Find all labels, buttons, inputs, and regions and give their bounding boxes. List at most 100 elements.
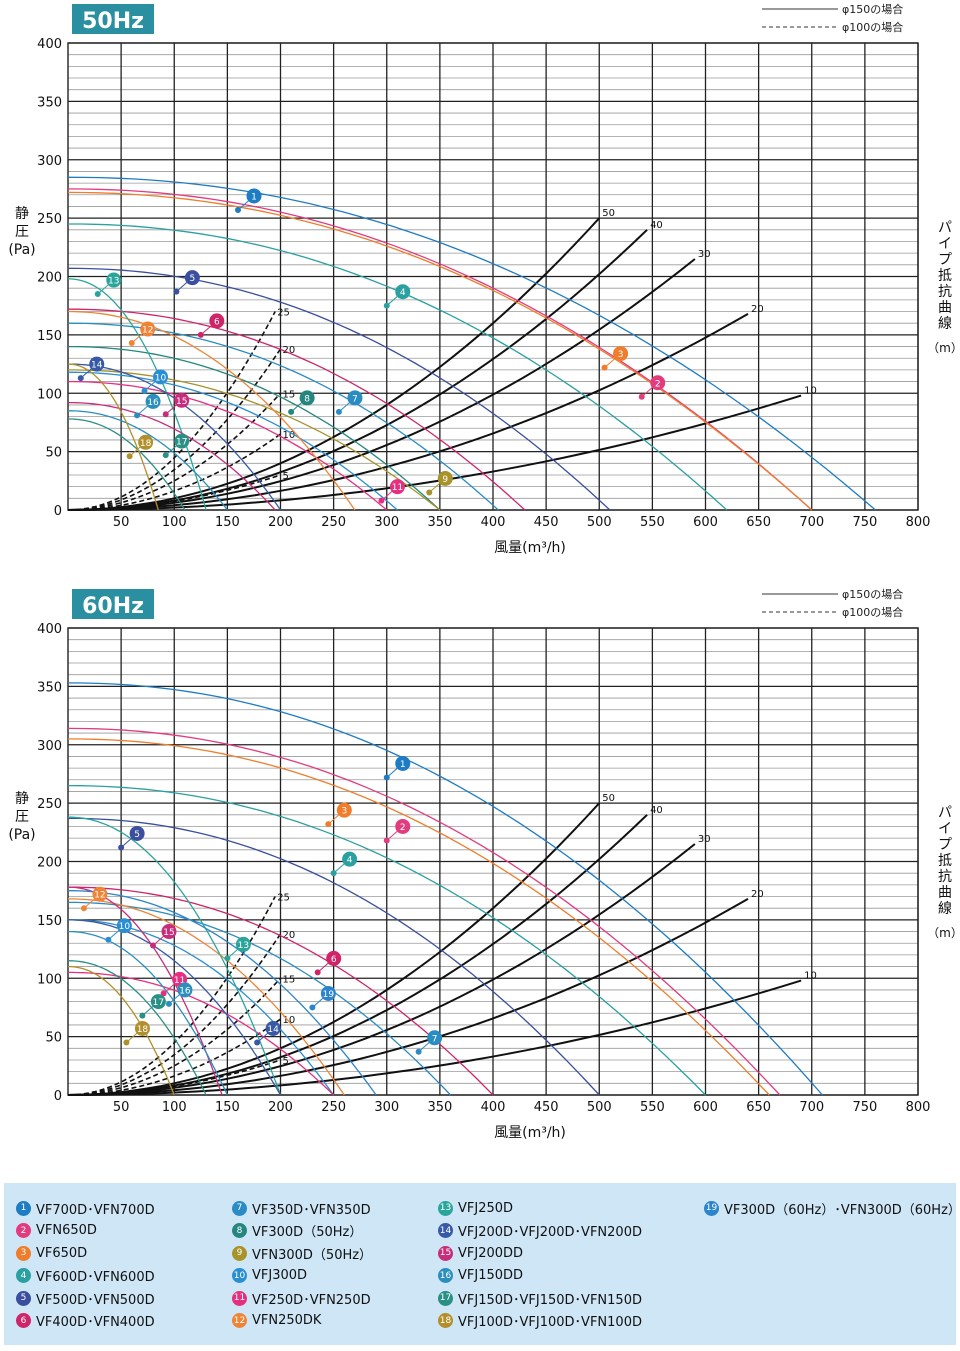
legend-item: 11 VF250D･VFN250D [232,1287,372,1310]
c60-ytick-label: 400 [37,622,62,637]
c60-xtick-label: 600 [693,1100,718,1115]
c60-model-badge-1 [395,755,411,771]
c50-fan-curve-17 [67,418,186,511]
c50-operating-point-2 [638,393,645,400]
c60-xtick-label: 450 [534,1100,559,1115]
legend-label: VF700D･VFN700D [36,1202,155,1218]
c50-model-badge-1 [246,188,262,204]
c60-resistance-label-30: 30 [698,834,711,845]
legend-label: VF350D･VFN350D [252,1202,371,1218]
c50-dashed-resistance-label-25: 25 [277,308,290,319]
c60-model-badge-19 [320,985,336,1001]
c60-model-badge-label-17: 17 [153,998,164,1008]
c60-ylabel: 静圧(Pa) [8,791,35,843]
c60-right-axis-char: 線 [938,901,952,917]
legend-item: 8 VF300D（50Hz） [232,1220,372,1243]
legend-label: VFJ200DD [458,1245,524,1261]
c60-model-badge-2 [395,818,411,834]
legend-number-badge: 17 [438,1290,453,1306]
c50-model-badge-7 [347,390,363,406]
c60-resistance-label-40: 40 [650,805,663,816]
c50-fan-curve-18 [68,363,159,511]
c50-model-badge-15 [174,392,190,408]
c50-title-badge [72,4,154,34]
c50-dashed-resistance-curve-20 [67,348,282,511]
legend-label: VFJ300D [252,1268,308,1284]
c60-model-badge-label-18: 18 [137,1025,149,1035]
c60-model-badge-label-19: 19 [323,990,335,1000]
c50-model-badge-2 [650,375,666,391]
c50-resistance-curve-20 [67,313,749,511]
legend-label: VFJ150DD [458,1268,524,1284]
c60-resistance-curve-10 [67,979,802,1096]
legend-label: VF600D･VFN600D [36,1270,155,1286]
c60-model-badge-label-16: 16 [179,986,191,996]
c60-dashed-resistance-curve-20 [67,933,282,1096]
c50-model-badge-label-8: 8 [304,394,310,404]
c50-model-badge-4 [395,284,411,300]
c50-fan-curve-10 [67,371,398,511]
c50-fan-curve-12 [67,310,356,511]
c50-fan-curve-9 [68,369,441,511]
c50-fan-curve-7 [67,322,499,511]
c50-operating-point-9 [426,489,433,496]
c50-model-badge-label-6: 6 [214,317,220,327]
c50-xlabel: 風量(m³/h) [494,540,566,556]
legend-label: VFN300D（50Hz） [252,1247,373,1263]
c60-operating-point-14 [254,1039,261,1046]
c50-right-axis-char: 曲 [938,300,952,316]
c50-model-badge-label-2: 2 [655,379,661,389]
c60-xtick-label: 400 [481,1100,506,1115]
c50-right-axis-char: 抵 [938,268,952,284]
c50-operating-point-6 [197,331,204,338]
legend-item: 3 VF650D [16,1242,155,1265]
c50-fan-curve-3 [67,191,813,511]
c60-operating-point-13 [224,955,231,962]
c50-resistance-label-40: 40 [650,220,663,231]
legend-item: 4 VF600D･VFN600D [16,1265,155,1288]
chart-50hz: 50Hz φ150の場合 φ100の場合 0 50 100 150 200 250 300 350 4… [0,0,960,570]
c60-model-badge-3 [336,802,352,818]
c50-resistance-label-30: 30 [698,249,711,260]
c50-model-badge-label-13: 13 [108,277,119,287]
c60-ytick-label: 100 [37,972,62,987]
c50-model-badge-14 [89,356,105,372]
c60-resistance-curve-20 [67,898,749,1096]
c60-right-axis-unit: （m） [927,926,960,940]
c60-model-badge-18 [134,1020,150,1036]
c50-operating-point-1 [235,206,241,213]
legend-number-badge: 12 [232,1313,247,1329]
legend-number-badge: 8 [232,1223,247,1239]
c60-right-axis-char: プ [938,837,952,853]
c60-model-badge-15 [161,924,177,940]
c60-xtick-label: 800 [906,1100,931,1115]
chart-60hz-svg: 60Hz φ150の場合φ100の場合0501001502002503003504… [8,587,960,1141]
c60-model-badge-label-10: 10 [119,922,131,932]
c50-ytick-label: 400 [37,37,62,52]
c60-dashed-resistance-curve-5 [68,1059,281,1096]
c60-xtick-label: 250 [321,1100,346,1115]
c60-operating-point-15 [150,942,156,949]
c60-right-axis-char: パ [938,805,952,821]
c50-xtick-label: 650 [746,515,771,530]
c60-resistance-label-50: 50 [602,793,615,804]
c60-fan-curve-3 [67,738,770,1096]
legend-label: VF250D･VFN250D [252,1292,371,1308]
c50-xtick-label: 200 [268,515,293,530]
c50-fan-curve-2 [67,188,813,511]
c60-fan-curve-5 [67,817,600,1096]
c50-xtick-label: 50 [113,515,130,530]
c60-fan-curve-10 [68,919,335,1096]
c50-fan-curve-11 [68,380,388,511]
c60-dashed-resistance-curve-10 [67,1018,281,1096]
c50-right-axis-char: 線 [938,316,952,332]
c60-model-badge-16 [177,982,193,998]
c60-model-badge-label-15: 15 [163,928,174,938]
c50-xtick-label: 400 [481,515,506,530]
c50-right-axis-char: プ [938,252,952,268]
c60-xtick-label: 300 [374,1100,399,1115]
c60-model-badge-13 [235,936,251,952]
c50-ylabel: 静圧(Pa) [8,206,35,258]
c60-operating-point-11 [160,990,167,997]
c60-fan-curve-17 [67,960,207,1096]
